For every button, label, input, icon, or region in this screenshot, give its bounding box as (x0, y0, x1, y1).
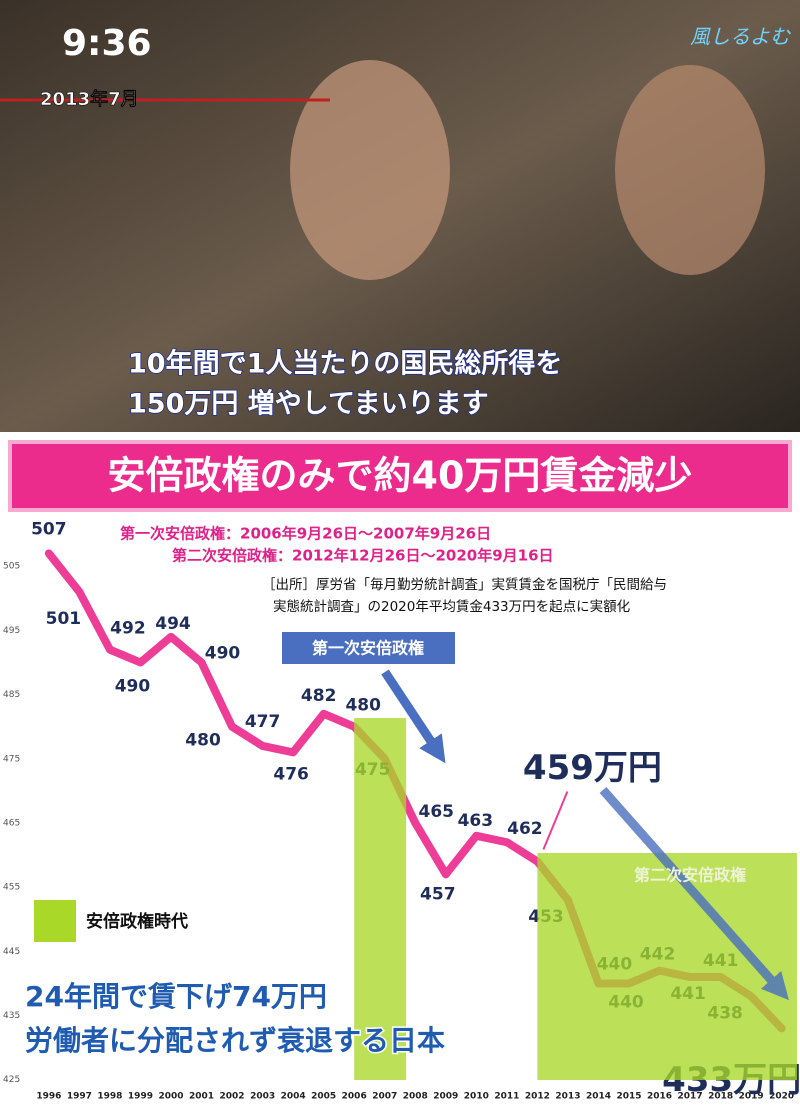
value-label: 476 (273, 764, 309, 784)
x-tick-label: 2003 (250, 1092, 275, 1102)
band-label: 第二次安倍政権 (634, 866, 746, 885)
y-tick-label: 495 (3, 626, 20, 636)
x-tick-label: 2013 (555, 1092, 580, 1102)
x-tick-label: 2017 (678, 1092, 703, 1102)
x-tick-label: 2014 (586, 1092, 611, 1102)
value-label: 465 (419, 802, 455, 822)
x-tick-label: 2010 (464, 1092, 489, 1102)
photo-caption: 10年間で1人当たりの国民総所得を (128, 348, 562, 380)
arrow (381, 669, 446, 764)
value-label: 482 (301, 686, 337, 706)
x-tick-label: 2020 (769, 1092, 794, 1102)
y-tick-label: 505 (3, 562, 20, 572)
photo-face (290, 60, 450, 280)
x-tick-label: 1998 (97, 1092, 122, 1102)
legend-label: 安倍政権時代 (86, 911, 188, 932)
value-label-large: 459万円 (523, 748, 662, 788)
photo-time: 9:36 (62, 23, 152, 64)
value-label: 462 (507, 819, 543, 839)
pointer (542, 791, 569, 850)
arrow (599, 787, 789, 1001)
x-tick-label: 2015 (616, 1092, 641, 1102)
photo-date: 2013年7月 (40, 88, 139, 110)
x-tick-label: 2005 (311, 1092, 336, 1102)
x-tick-label: 1999 (128, 1092, 153, 1102)
banner (8, 440, 792, 512)
value-label: 480 (345, 696, 381, 716)
x-tick-label: 2007 (372, 1092, 397, 1102)
banner-title: 安倍政権のみで約40万円賃金減少 (108, 454, 693, 498)
y-tick-label: 445 (3, 947, 20, 957)
band-label: 第一次安倍政権 (312, 639, 424, 658)
value-label: 480 (185, 731, 221, 751)
value-label: 490 (205, 644, 241, 664)
x-tick-label: 2006 (342, 1092, 367, 1102)
x-tick-label: 2000 (158, 1092, 183, 1102)
x-tick-label: 2012 (525, 1092, 550, 1102)
photo-logo: 風しるよむ (690, 25, 791, 49)
value-label: 477 (245, 712, 281, 732)
source: 実態統計調査」の2020年平均賃金433万円を起点に実額化 (273, 599, 630, 615)
value-label: 457 (420, 884, 456, 904)
value-label: 501 (46, 609, 82, 629)
legend-swatch (34, 900, 76, 942)
x-tick-label: 2004 (281, 1092, 306, 1102)
y-tick-label: 465 (3, 818, 20, 828)
y-tick-label: 435 (3, 1011, 20, 1021)
x-tick-label: 2016 (647, 1092, 672, 1102)
band-label-box (282, 632, 455, 664)
y-tick-label: 455 (3, 883, 20, 893)
value-label: 492 (110, 619, 146, 639)
value-label: 463 (458, 811, 494, 831)
x-tick-label: 2009 (433, 1092, 458, 1102)
y-tick-label: 475 (3, 754, 20, 764)
source: ［出所］厚労省「毎月勤労統計調査」実質賃金を国税庁「民間給与 (262, 577, 667, 593)
annotation: 24年間で賃下げ74万円 (25, 980, 327, 1013)
y-tick-label: 425 (3, 1075, 20, 1085)
x-tick-label: 2001 (189, 1092, 214, 1102)
x-tick-label: 2011 (494, 1092, 519, 1102)
x-tick-label: 1997 (67, 1092, 92, 1102)
x-tick-label: 2002 (220, 1092, 245, 1102)
value-label: 490 (115, 677, 151, 697)
note: 第二次安倍政権：2012年12月26日～2020年9月16日 (172, 547, 554, 565)
value-label: 507 (31, 519, 67, 539)
x-tick-label: 1996 (36, 1092, 61, 1102)
x-tick-label: 2019 (739, 1092, 764, 1102)
x-tick-label: 2008 (403, 1092, 428, 1102)
annotation: 労働者に分配されず衰退する日本 (25, 1024, 445, 1057)
y-tick-label: 485 (3, 690, 20, 700)
value-label: 494 (155, 614, 191, 634)
photo-face (615, 65, 765, 275)
photo-caption: 150万円 増やしてまいります (128, 388, 489, 420)
x-tick-label: 2018 (708, 1092, 733, 1102)
period-band (354, 718, 407, 1080)
note: 第一次安倍政権：2006年9月26日～2007年9月26日 (120, 525, 491, 543)
